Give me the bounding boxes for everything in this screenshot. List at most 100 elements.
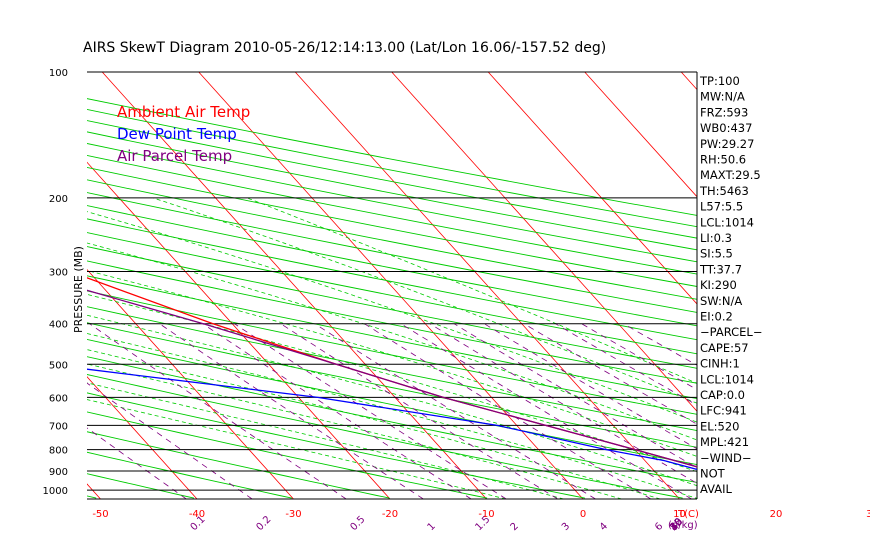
mixing-ratio-label: 4 bbox=[598, 521, 610, 533]
legend-entry: Dew Point Temp bbox=[117, 125, 237, 143]
bottom-temp-tick-label: -40 bbox=[189, 509, 205, 520]
moist-adiabat-line bbox=[87, 399, 506, 499]
index-entry: CAPE:57 bbox=[700, 341, 749, 355]
isotherm-line bbox=[584, 72, 697, 198]
index-entry: FRZ:593 bbox=[700, 105, 748, 119]
bottom-temp-tick-label: -30 bbox=[285, 509, 301, 520]
isotherm-line bbox=[87, 376, 198, 499]
isotherm-line bbox=[391, 72, 697, 412]
index-entry: KI:290 bbox=[700, 278, 737, 292]
index-entry: LI:0.3 bbox=[700, 231, 732, 245]
bottom-temp-tick-label: 30 bbox=[866, 509, 870, 520]
series-line-dew-point-temp bbox=[87, 368, 697, 471]
mixing-ratio-line bbox=[429, 323, 697, 484]
index-entry: TH:5463 bbox=[699, 184, 749, 198]
dry-adiabat-line bbox=[87, 131, 697, 251]
index-entry: −PARCEL− bbox=[700, 325, 762, 339]
mixing-ratio-line bbox=[400, 323, 692, 499]
grid-layer bbox=[0, 72, 697, 499]
dry-adiabat-line bbox=[87, 192, 697, 313]
series-line-air-parcel-temp bbox=[87, 289, 697, 468]
bottom-temp-tick-label: 10 bbox=[673, 509, 686, 520]
index-entry: L57:5.5 bbox=[700, 200, 743, 214]
index-entry: TT:37.7 bbox=[699, 262, 742, 276]
sounding-profiles bbox=[87, 277, 697, 471]
index-entry: WB0:437 bbox=[700, 121, 752, 135]
mixing-ratio-label: 0.5 bbox=[349, 514, 368, 533]
dry-adiabat-line bbox=[87, 179, 697, 300]
isotherm-line bbox=[198, 72, 584, 499]
mixing-ratio-unit-label: (g/kg) bbox=[668, 520, 698, 531]
legend-entry: Ambient Air Temp bbox=[117, 103, 250, 121]
moist-adiabat-line bbox=[87, 242, 697, 441]
index-entry: LCL:1014 bbox=[700, 372, 754, 386]
index-entry: TP:100 bbox=[699, 74, 740, 88]
index-entry: −WIND− bbox=[700, 451, 752, 465]
pressure-tick-label: 100 bbox=[49, 68, 68, 79]
bottom-temp-tick-label: 20 bbox=[770, 509, 783, 520]
moist-adiabat-line bbox=[87, 363, 622, 499]
pressure-tick-label: 700 bbox=[49, 421, 68, 432]
dry-adiabat-line bbox=[87, 275, 697, 400]
index-entry: CAP:0.0 bbox=[700, 388, 745, 402]
mixing-ratio-line bbox=[234, 323, 507, 499]
mixing-ratio-line bbox=[483, 323, 697, 450]
isotherm-line bbox=[101, 72, 487, 499]
legend: Ambient Air Temp Dew Point Temp Air Parcel… bbox=[117, 103, 250, 165]
index-entry: MPL:421 bbox=[700, 435, 749, 449]
dry-adiabat-line bbox=[87, 322, 697, 448]
isotherm-line bbox=[87, 161, 391, 499]
index-entry: LCL:1014 bbox=[700, 215, 754, 229]
mixing-ratio-label: 2 bbox=[509, 521, 521, 533]
dry-adiabat-line bbox=[87, 154, 697, 275]
index-entry: LFC:941 bbox=[700, 404, 747, 418]
pressure-tick-label: 400 bbox=[49, 320, 68, 331]
dry-adiabat-line bbox=[87, 411, 488, 499]
isotherm-line bbox=[0, 72, 4, 499]
chart-title: AIRS SkewT Diagram 2010-05-26/12:14:13.0… bbox=[83, 40, 606, 56]
dry-adiabat-line bbox=[87, 374, 683, 499]
dry-adiabat-line bbox=[87, 392, 585, 499]
dry-adiabat-line bbox=[87, 166, 697, 287]
index-entry: MW:N/A bbox=[700, 90, 745, 104]
isotherm-line bbox=[87, 483, 101, 499]
bottom-temp-tick-label: -10 bbox=[478, 509, 494, 520]
mixing-ratio-label: 3 bbox=[560, 521, 572, 533]
index-entry: SW:N/A bbox=[700, 294, 742, 308]
moist-adiabat-line bbox=[87, 314, 697, 487]
index-entry: SI:5.5 bbox=[700, 247, 733, 261]
mixing-ratio-label: 1 bbox=[426, 521, 438, 533]
index-entry: CINH:1 bbox=[700, 357, 740, 371]
mixing-ratio-line bbox=[202, 323, 472, 499]
mixing-ratio-label: 0.2 bbox=[254, 514, 273, 533]
moist-adiabat-line bbox=[246, 197, 697, 384]
moist-adiabat-line bbox=[87, 382, 564, 499]
index-entry: RH:50.6 bbox=[700, 153, 746, 167]
dry-adiabat-line bbox=[87, 339, 697, 466]
dry-adiabat-line bbox=[87, 290, 697, 415]
legend-entry: Air Parcel Temp bbox=[117, 147, 232, 165]
index-entry: MAXT:29.5 bbox=[700, 168, 761, 182]
dry-adiabat-line bbox=[87, 143, 697, 263]
dry-adiabat-line bbox=[87, 218, 697, 341]
mixing-ratio-label: 6 bbox=[653, 521, 665, 533]
index-entry: EL:520 bbox=[700, 419, 740, 433]
moist-adiabat-line bbox=[87, 333, 697, 499]
index-entry: EI:0.2 bbox=[700, 310, 733, 324]
mixing-ratio-line bbox=[314, 323, 596, 499]
mixing-ratio-line bbox=[89, 323, 347, 499]
bottom-temp-tick-label: 0 bbox=[580, 509, 586, 520]
index-entry: PW:29.27 bbox=[700, 137, 754, 151]
mixing-ratio-line bbox=[555, 323, 697, 406]
mixing-ratio-line bbox=[364, 323, 652, 499]
mixing-ratio-line bbox=[87, 427, 187, 499]
moist-adiabat-line bbox=[87, 270, 697, 457]
mixing-ratio-line bbox=[453, 323, 697, 469]
bottom-temp-unit-label: T(C) bbox=[677, 509, 699, 520]
pressure-levels: 100 200 300 400 500 600 700 800 900 1000 bbox=[43, 68, 698, 500]
pressure-tick-label: 300 bbox=[49, 268, 68, 279]
pressure-tick-label: 200 bbox=[49, 194, 68, 205]
moist-adiabat-line bbox=[87, 211, 697, 423]
